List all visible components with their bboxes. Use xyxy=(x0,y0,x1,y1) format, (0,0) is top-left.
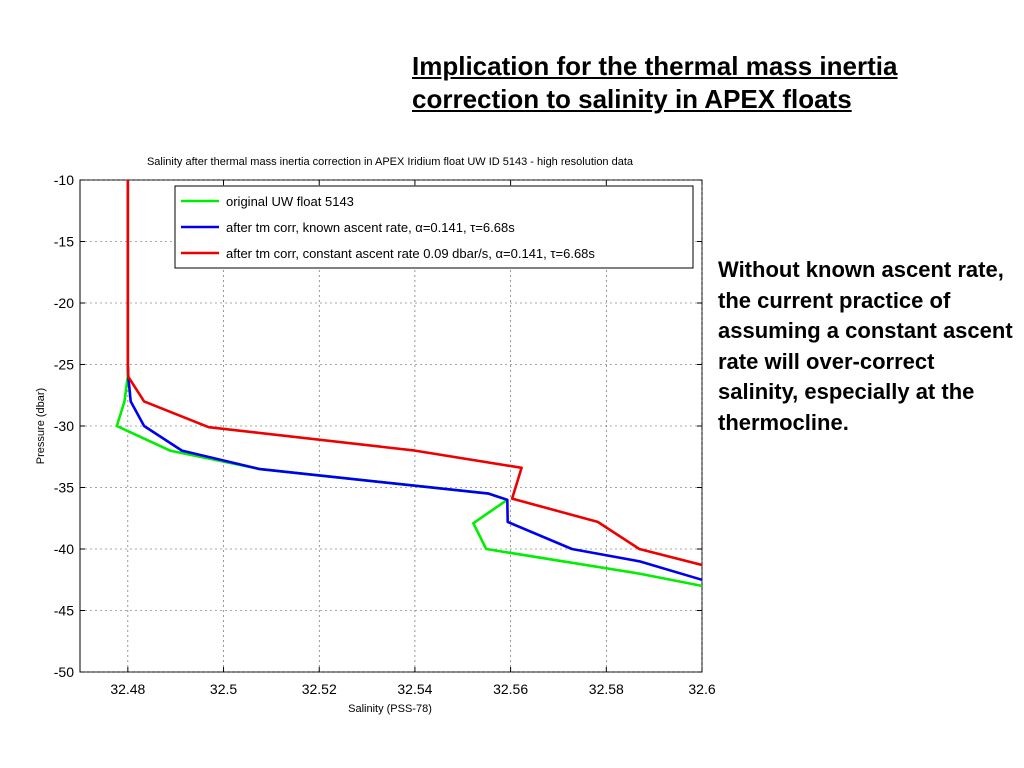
x-tick-label: 32.48 xyxy=(110,681,145,697)
y-tick-label: -35 xyxy=(54,480,74,496)
x-tick-label: 32.6 xyxy=(688,681,715,697)
slide-title-line: Implication for the thermal mass inertia xyxy=(412,51,898,81)
y-tick-label: -40 xyxy=(54,541,74,557)
legend-label: after tm corr, constant ascent rate 0.09… xyxy=(226,246,595,261)
x-tick-label: 32.58 xyxy=(589,681,624,697)
slide-title: Implication for the thermal mass inertia… xyxy=(412,50,1012,116)
series-line xyxy=(126,180,702,567)
series-lines xyxy=(115,180,702,588)
y-axis-label: Pressure (dbar) xyxy=(35,388,47,464)
y-tick-label: -20 xyxy=(54,295,74,311)
legend-box xyxy=(174,185,694,269)
x-tick-label: 32.5 xyxy=(210,681,237,697)
y-tick-label: -15 xyxy=(54,234,74,250)
explanation-text: Without known ascent rate, the current p… xyxy=(718,257,1013,435)
legend-label: after tm corr, known ascent rate, α=0.14… xyxy=(226,220,515,235)
y-tick-label: -25 xyxy=(54,357,74,373)
x-tick-label: 32.52 xyxy=(302,681,337,697)
y-tick-label: -45 xyxy=(54,603,74,619)
x-tick-label: 32.56 xyxy=(493,681,528,697)
y-tick-label: -10 xyxy=(54,172,74,188)
legend: original UW float 5143 after tm corr, kno… xyxy=(174,185,694,269)
y-tick-label: -50 xyxy=(54,664,74,680)
slide-title-line: correction to salinity in APEX floats xyxy=(412,84,852,114)
legend-label: original UW float 5143 xyxy=(226,194,354,209)
axis-ticks: 32.48 32.5 32.52 32.54 32.56 32.58 32.6 -10 -15 -… xyxy=(54,172,716,697)
x-tick-label: 32.54 xyxy=(397,681,432,697)
y-tick-label: -30 xyxy=(54,418,74,434)
x-axis-label: Salinity (PSS-78) xyxy=(348,703,432,715)
chart-title: Salinity after thermal mass inertia corr… xyxy=(147,156,634,168)
